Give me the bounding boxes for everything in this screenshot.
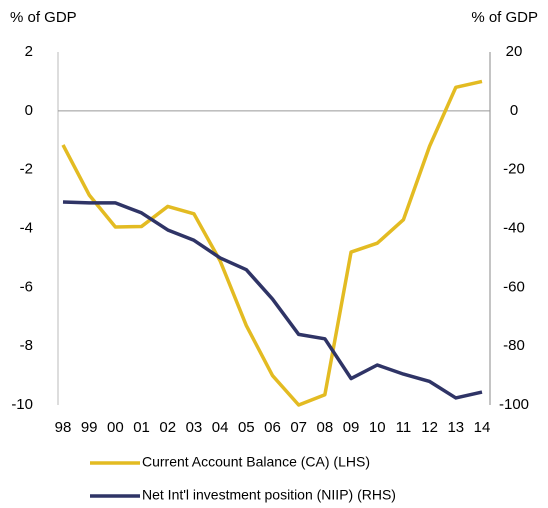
x-tick-label: 12 [421,419,438,436]
x-tick-label: 13 [447,419,464,436]
x-tick-label: 98 [55,419,72,436]
x-tick-label: 06 [264,419,281,436]
y-tick-label: 0 [25,102,33,119]
x-tick-label: 14 [474,419,491,436]
y-axis-label: % of GDP [10,9,77,26]
x-tick-label: 00 [107,419,124,436]
x-tick-label: 10 [369,419,386,436]
y-tick-label: -4 [20,219,33,236]
y2-tick-label: 20 [506,43,523,60]
y-tick-label: 2 [25,43,33,60]
line-series [61,79,483,407]
y-tick-label: -6 [20,278,33,295]
x-tick-label: 09 [343,419,360,436]
y2-tick-label: -100 [499,396,529,413]
x-tick-label: 04 [212,419,229,436]
legend-label: Net Int'l investment position (NIIP) (RH… [142,487,396,503]
y2-tick-label: -80 [503,337,525,354]
x-tick-label: 99 [81,419,98,436]
x-tick-label: 07 [290,419,307,436]
y2-tick-label: -60 [503,278,525,295]
y2-tick-label: -20 [503,161,525,178]
y-tick-label: -10 [11,396,33,413]
y2-tick-label: -40 [503,219,525,236]
y2-axis-label: % of GDP [471,9,538,26]
y-tick-label: -8 [20,337,33,354]
legend-label: Current Account Balance (CA) (LHS) [142,454,370,470]
y2-tick-label: 0 [510,102,518,119]
x-tick-label: 11 [396,419,412,436]
x-tick-label: 08 [317,419,334,436]
x-tick-label: 05 [238,419,255,436]
y-tick-label: -2 [20,161,33,178]
x-tick-label: 02 [159,419,176,436]
line-series [62,200,483,400]
x-tick-label: 01 [133,419,150,436]
x-tick-label: 03 [186,419,203,436]
